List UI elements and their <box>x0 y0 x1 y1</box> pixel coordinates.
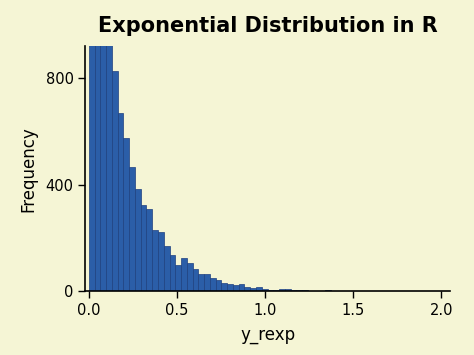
Bar <box>181 258 187 291</box>
Bar <box>279 289 285 291</box>
Bar <box>296 290 302 291</box>
Bar <box>302 290 308 291</box>
Bar <box>314 290 319 291</box>
Bar <box>89 0 95 291</box>
Bar <box>285 289 291 291</box>
Bar <box>210 278 216 291</box>
Bar <box>227 284 233 291</box>
Bar <box>164 246 170 291</box>
Title: Exponential Distribution in R: Exponential Distribution in R <box>98 16 438 36</box>
Bar <box>216 280 221 291</box>
Bar <box>95 0 100 291</box>
Bar <box>170 255 175 291</box>
Bar <box>141 205 146 291</box>
Bar <box>267 290 273 291</box>
Bar <box>325 290 331 291</box>
Bar <box>221 283 227 291</box>
Bar <box>233 285 239 291</box>
Bar <box>262 289 267 291</box>
Bar <box>250 288 256 291</box>
Bar <box>245 287 250 291</box>
Bar <box>239 284 245 291</box>
X-axis label: y_rexp: y_rexp <box>240 326 295 344</box>
Bar <box>198 274 204 291</box>
Bar <box>192 269 198 291</box>
Bar <box>158 232 164 291</box>
Bar <box>175 265 181 291</box>
Y-axis label: Frequency: Frequency <box>19 126 37 212</box>
Bar <box>146 209 152 291</box>
Bar <box>129 167 135 291</box>
Bar <box>135 189 141 291</box>
Bar <box>112 71 118 291</box>
Bar <box>354 290 360 291</box>
Bar <box>187 263 192 291</box>
Bar <box>100 5 106 291</box>
Bar <box>291 289 296 291</box>
Bar <box>152 230 158 291</box>
Bar <box>123 138 129 291</box>
Bar <box>106 40 112 291</box>
Bar <box>273 289 279 291</box>
Bar <box>204 274 210 291</box>
Bar <box>118 113 123 291</box>
Bar <box>256 287 262 291</box>
Bar <box>319 290 325 291</box>
